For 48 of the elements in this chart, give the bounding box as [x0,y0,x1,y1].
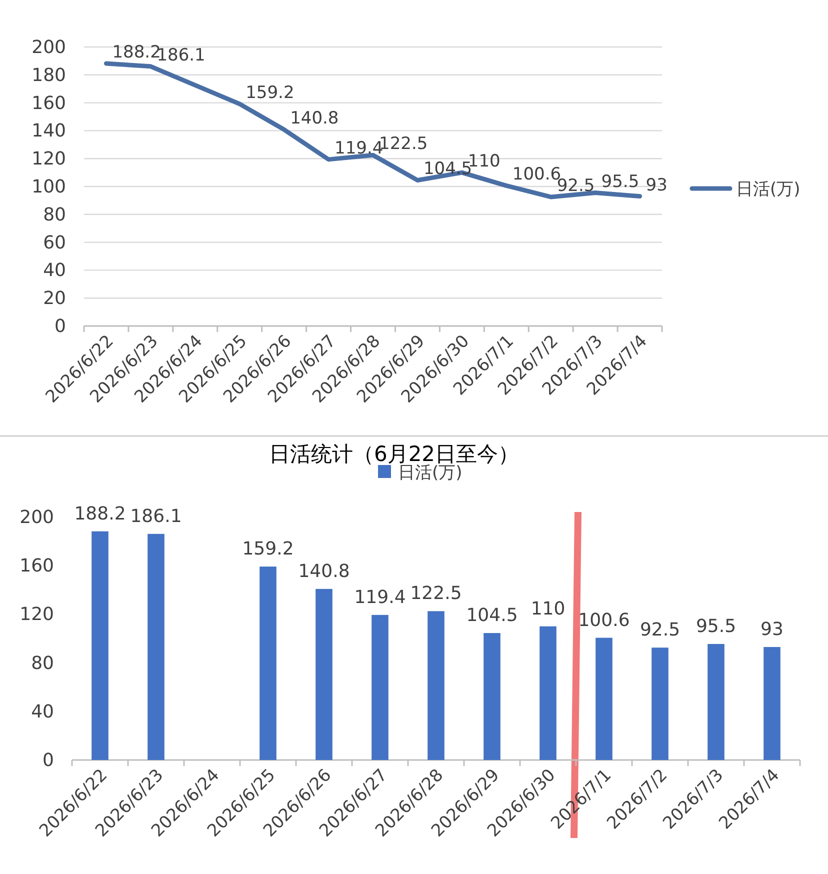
data-label: 104.5 [466,605,518,626]
y-tick-label: 140 [32,120,66,142]
data-label: 159.2 [242,538,294,560]
data-label: 95.5 [601,172,640,192]
data-label: 140.8 [290,108,339,129]
bar [428,611,444,760]
data-label: 186.1 [130,506,182,527]
bar [484,633,500,760]
y-tick-label: 180 [32,64,66,86]
data-label: 110 [530,598,566,620]
y-tick-label: 60 [43,232,66,254]
y-tick-label: 100 [32,176,66,198]
y-tick-label: 200 [20,507,54,528]
data-label: 93 [646,175,668,196]
data-label: 93 [760,619,784,640]
y-tick-label: 160 [20,556,54,577]
y-tick-label: 80 [31,652,54,674]
y-tick-label: 40 [43,260,66,282]
bar [372,614,388,760]
data-label: 95.5 [696,616,736,637]
data-label: 188.2 [74,503,126,524]
data-label: 100.6 [578,610,630,631]
bar [92,531,108,760]
data-label: 122.5 [410,583,462,604]
data-label: 140.8 [298,560,350,582]
y-tick-label: 200 [32,37,66,58]
data-label: 119.4 [354,586,406,608]
y-tick-label: 40 [31,701,54,722]
y-tick-label: 0 [42,750,54,771]
bar [708,644,724,760]
bar [260,566,276,760]
y-tick-label: 120 [32,148,66,170]
bar [652,648,668,760]
y-tick-label: 0 [54,316,66,337]
y-tick-label: 120 [20,604,54,626]
data-label: 159.2 [246,82,294,103]
y-tick-label: 20 [43,288,66,310]
legend-label: 日活(万) [736,180,800,200]
bar [148,534,164,760]
line-series [104,61,642,200]
bar [764,647,780,760]
bar [316,588,332,760]
bar [540,626,556,760]
bar [596,638,612,760]
y-tick-label: 160 [32,92,66,114]
legend-label: 日活(万) [398,463,462,483]
data-label: 92.5 [640,620,680,641]
y-tick-label: 80 [43,204,66,226]
